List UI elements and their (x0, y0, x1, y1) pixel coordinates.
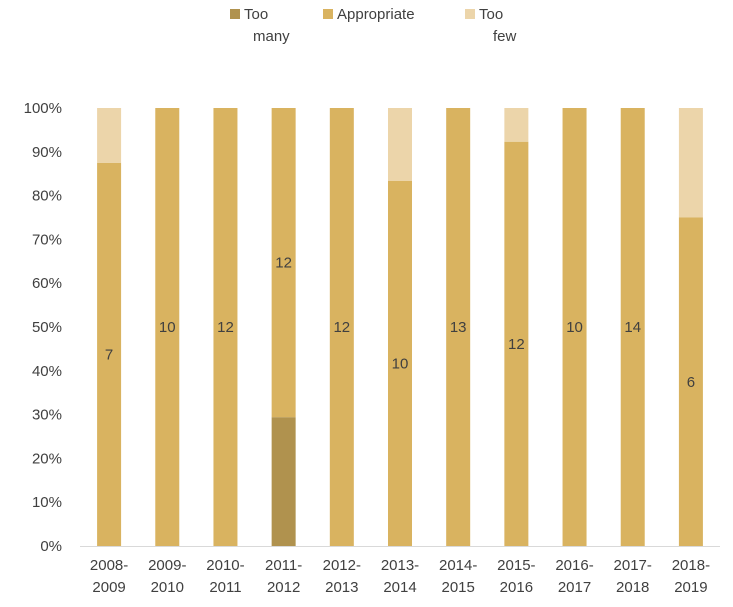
x-tick-label-9-1: 2018 (616, 579, 649, 596)
x-tick-label-4-1: 2013 (325, 579, 358, 596)
data-label-7: 12 (508, 336, 525, 353)
y-tick-label: 90% (32, 144, 62, 161)
x-tick-label-0-0: 2008- (90, 557, 128, 574)
data-label-8: 10 (566, 319, 583, 336)
bar-segment-2-0 (97, 108, 122, 163)
legend-swatch-2 (465, 9, 475, 19)
legend-label-2-1: few (493, 28, 517, 45)
y-tick-label: 60% (32, 275, 62, 292)
y-tick-label: 30% (32, 407, 62, 424)
legend-label-0-0: Too (244, 6, 268, 23)
x-tick-label-1-1: 2010 (151, 579, 184, 596)
bar-segment-1-2 (213, 108, 238, 546)
bar-segment-1-0 (97, 162, 122, 546)
x-tick-label-10-0: 2018- (672, 557, 710, 574)
data-labels: 7 10 12 12 12 10 13 12 10 14 6 (105, 255, 695, 391)
bar-segment-1-4 (329, 108, 354, 546)
y-tick-label: 70% (32, 231, 62, 248)
bars (97, 108, 703, 546)
x-tick-label-5-1: 2014 (383, 579, 416, 596)
bar-segment-1-9 (620, 108, 645, 546)
legend-label-1-0: Appropriate (337, 6, 415, 23)
y-tick-label: 0% (40, 538, 62, 555)
x-axis: 2008- 2009 2009- 2010 2010- 2011 2011- 2012 2012… (80, 546, 720, 596)
bar-segment-2-7 (504, 108, 529, 142)
x-tick-label-1-0: 2009- (148, 557, 186, 574)
bar-segment-0-3 (271, 417, 296, 546)
x-tick-label-2-1: 2011 (209, 579, 241, 596)
y-tick-label: 50% (32, 319, 62, 336)
legend: Too many Appropriate Too few (230, 6, 517, 45)
bar-segment-1-5 (388, 181, 412, 546)
y-tick-label: 80% (32, 188, 62, 205)
x-tick-label-3-1: 2012 (267, 579, 300, 596)
data-label-5: 10 (392, 356, 409, 373)
x-tick-label-2-0: 2010- (206, 557, 244, 574)
x-tick-label-0-1: 2009 (92, 579, 125, 596)
data-label-9: 14 (624, 319, 641, 336)
y-tick-label: 40% (32, 363, 62, 380)
x-tick-label-10-1: 2019 (674, 579, 707, 596)
data-label-10: 6 (687, 374, 695, 391)
y-tick-label: 10% (32, 494, 62, 511)
y-axis: 0% 10% 20% 30% 40% 50% 60% 70% 80% 90% 100% (24, 100, 62, 555)
legend-label-2-0: Too (479, 6, 503, 23)
y-tick-label: 100% (24, 100, 62, 117)
legend-swatch-0 (230, 9, 240, 19)
x-tick-label-7-1: 2016 (500, 579, 533, 596)
bar-segment-1-7 (504, 141, 529, 546)
data-label-4: 12 (333, 319, 350, 336)
x-tick-label-9-0: 2017- (614, 557, 652, 574)
x-tick-label-3-0: 2011- (265, 557, 302, 574)
x-tick-label-5-0: 2013- (381, 557, 419, 574)
y-tick-label: 20% (32, 450, 62, 467)
bar-segment-2-10 (678, 108, 703, 218)
bar-segment-2-5 (388, 108, 412, 181)
data-label-6: 13 (450, 319, 467, 336)
bar-segment-1-10 (678, 217, 703, 546)
x-tick-label-8-1: 2017 (558, 579, 591, 596)
data-label-1: 10 (159, 319, 176, 336)
bar-segment-1-6 (446, 108, 471, 546)
x-tick-label-6-0: 2014- (439, 557, 477, 574)
x-tick-label-8-0: 2016- (555, 557, 593, 574)
x-tick-label-4-0: 2012- (323, 557, 361, 574)
bar-segment-1-1 (155, 108, 180, 546)
data-label-2: 12 (217, 319, 234, 336)
data-label-3: 12 (275, 255, 292, 272)
bar-segment-1-8 (562, 108, 587, 546)
legend-label-0-1: many (253, 28, 290, 45)
data-label-0: 7 (105, 346, 113, 363)
legend-swatch-1 (323, 9, 333, 19)
bar-segment-1-3 (271, 108, 296, 418)
x-tick-label-7-0: 2015- (497, 557, 535, 574)
x-tick-label-6-1: 2015 (441, 579, 474, 596)
